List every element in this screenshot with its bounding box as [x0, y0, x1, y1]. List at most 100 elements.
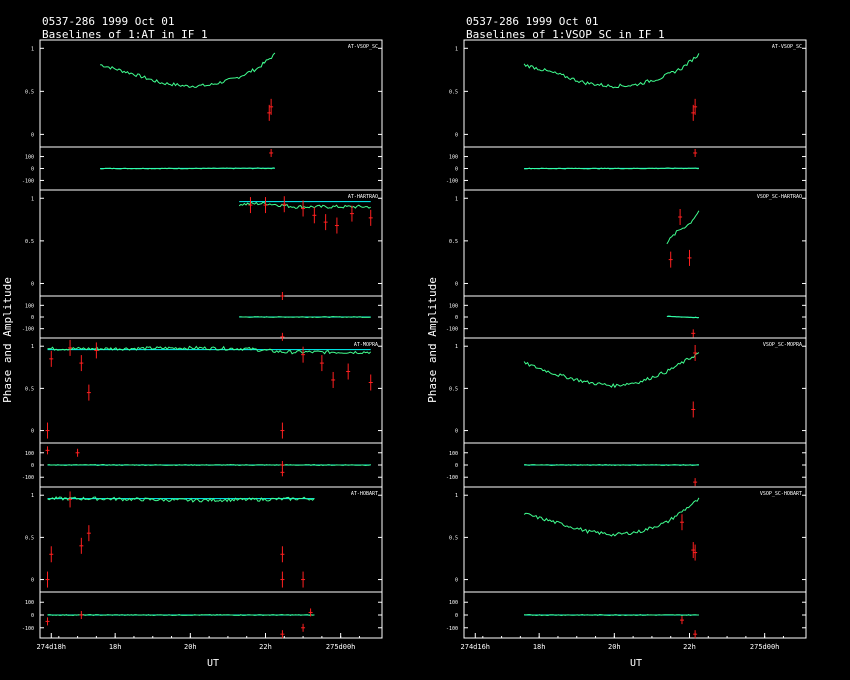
amp-tick-label: 1 — [455, 46, 458, 52]
baseline-vsop_sc-hartrao: VSOP_SC-HARTRAO 0 0.5 1 -100 0 100 — [446, 194, 806, 339]
baseline-at-hobart: AT-HOBART 0 0.5 1 -100 0 100 — [22, 491, 382, 639]
amp-tick-label: 0.5 — [25, 239, 34, 245]
amp-data-trace — [666, 210, 700, 245]
baseline-label: AT-MOPRA — [354, 342, 378, 348]
phase-tick-label: 0 — [455, 463, 458, 469]
x-tick-label: 18h — [533, 643, 546, 651]
panel-1-plot: AT-VSOP_SC00.51-1000100VSOP_SC-HARTRAO00… — [446, 39, 807, 651]
baseline-vsop_sc-hobart: VSOP_SC-HOBART 0 0.5 1 -100 0 100 — [446, 491, 806, 639]
baseline-at-vsop_sc: AT-VSOP_SC 0 0.5 1 -100 0 100 — [22, 44, 382, 191]
x-tick-label: 274d16h — [461, 643, 491, 651]
left-title-baselines: Baselines of 1:AT in IF 1 — [42, 28, 208, 41]
amp-tick-label: 0.5 — [25, 535, 34, 541]
baseline-at-vsop_sc: AT-VSOP_SC 0 0.5 1 -100 0 100 — [446, 44, 806, 191]
phase-tick-label: -100 — [22, 178, 34, 184]
phase-tick-label: -100 — [22, 626, 34, 632]
baseline-label: AT-HOBART — [351, 491, 378, 497]
panel-0-plot: AT-VSOP_SC00.51-1000100AT-HARTRAO00.51-1… — [22, 39, 383, 651]
amp-tick-label: 1 — [31, 196, 34, 202]
baseline-at-mopra: AT-MOPRA 0 0.5 1 -100 0 100 — [22, 339, 382, 488]
amp-tick-label: 0 — [31, 132, 34, 138]
baseline-label: VSOP_SC-HARTRAO — [757, 194, 802, 200]
right-x-axis-label: UT — [630, 658, 642, 669]
amp-tick-label: 0 — [455, 429, 458, 435]
phase-tick-label: 100 — [449, 303, 458, 309]
amp-tick-label: 0.5 — [25, 386, 34, 392]
amp-tick-label: 1 — [31, 344, 34, 350]
phase-tick-label: 100 — [449, 600, 458, 606]
baseline-label: AT-HARTRAO — [348, 194, 378, 200]
phase-tick-label: 0 — [455, 167, 458, 173]
amp-tick-label: 0.5 — [25, 89, 34, 95]
phase-tick-label: 0 — [31, 613, 34, 619]
phase-tick-label: -100 — [22, 475, 34, 481]
amp-tick-label: 0.5 — [449, 89, 458, 95]
phase-data-trace — [524, 463, 699, 467]
amp-tick-label: 0.5 — [449, 386, 458, 392]
phase-tick-label: -100 — [446, 327, 458, 333]
left-y-axis-label: Phase and Amplitude — [1, 277, 14, 403]
plots-layer: AT-VSOP_SC00.51-1000100AT-HARTRAO00.51-1… — [22, 39, 807, 651]
phase-tick-label: -100 — [446, 178, 458, 184]
phase-tick-label: 100 — [25, 303, 34, 309]
phase-data-trace — [524, 613, 699, 617]
baseline-label: VSOP_SC-HOBART — [760, 491, 802, 497]
baseline-label: VSOP_SC-MOPRA — [763, 342, 802, 348]
amp-data-trace — [523, 53, 700, 89]
phase-tick-label: 100 — [449, 451, 458, 457]
left-title-source: 0537-286 1999 Oct 01 — [42, 15, 174, 28]
plot-frame — [463, 39, 807, 639]
amp-tick-label: 0 — [31, 429, 34, 435]
amp-data-trace — [238, 201, 371, 210]
amp-tick-label: 1 — [31, 493, 34, 499]
right-title-source: 0537-286 1999 Oct 01 — [466, 15, 598, 28]
x-tick-label: 275d00h — [750, 643, 780, 651]
phase-data-trace — [666, 315, 700, 319]
phase-tick-label: 0 — [455, 315, 458, 321]
x-tick-label: 275d00h — [326, 643, 356, 651]
amp-data-trace — [100, 52, 276, 88]
phase-data-trace — [239, 315, 371, 319]
baseline-label: AT-VSOP_SC — [348, 44, 378, 50]
amp-tick-label: 0 — [31, 578, 34, 584]
phase-tick-label: -100 — [446, 475, 458, 481]
phase-tick-label: -100 — [22, 327, 34, 333]
right-y-axis-label: Phase and Amplitude — [426, 277, 439, 403]
amp-tick-label: 1 — [455, 344, 458, 350]
phase-tick-label: -100 — [446, 626, 458, 632]
x-tick-label: 18h — [109, 643, 122, 651]
amp-tick-label: 0.5 — [449, 239, 458, 245]
x-tick-label: 20h — [608, 643, 621, 651]
phase-tick-label: 0 — [31, 463, 34, 469]
phase-tick-label: 100 — [449, 155, 458, 161]
x-tick-label: 274d18h — [37, 643, 67, 651]
amp-tick-label: 0 — [31, 281, 34, 287]
phase-tick-label: 100 — [25, 451, 34, 457]
amp-tick-label: 1 — [31, 46, 34, 52]
phase-tick-label: 0 — [31, 167, 34, 173]
amp-tick-label: 0.5 — [449, 535, 458, 541]
plot-frame — [39, 39, 383, 639]
amp-tick-label: 0 — [455, 132, 458, 138]
phase-data-trace — [47, 613, 315, 617]
amp-data-trace — [47, 345, 372, 355]
phase-tick-label: 0 — [31, 315, 34, 321]
amp-tick-label: 0 — [455, 578, 458, 584]
amp-tick-label: 0 — [455, 281, 458, 287]
phase-data-trace — [100, 167, 276, 170]
amp-data-trace — [523, 352, 700, 389]
phase-data-trace — [524, 167, 699, 170]
phase-tick-label: 100 — [25, 600, 34, 606]
amp-tick-label: 1 — [455, 493, 458, 499]
baseline-label: AT-VSOP_SC — [772, 44, 802, 50]
phase-tick-label: 0 — [455, 613, 458, 619]
baseline-at-hartrao: AT-HARTRAO 0 0.5 1 -100 0 100 — [22, 194, 382, 341]
x-tick-label: 22h — [259, 643, 272, 651]
phase-tick-label: 100 — [25, 155, 34, 161]
amp-tick-label: 1 — [455, 196, 458, 202]
x-tick-label: 20h — [184, 643, 197, 651]
amp-data-trace — [523, 497, 700, 537]
left-x-axis-label: UT — [207, 658, 219, 669]
x-tick-label: 22h — [683, 643, 696, 651]
